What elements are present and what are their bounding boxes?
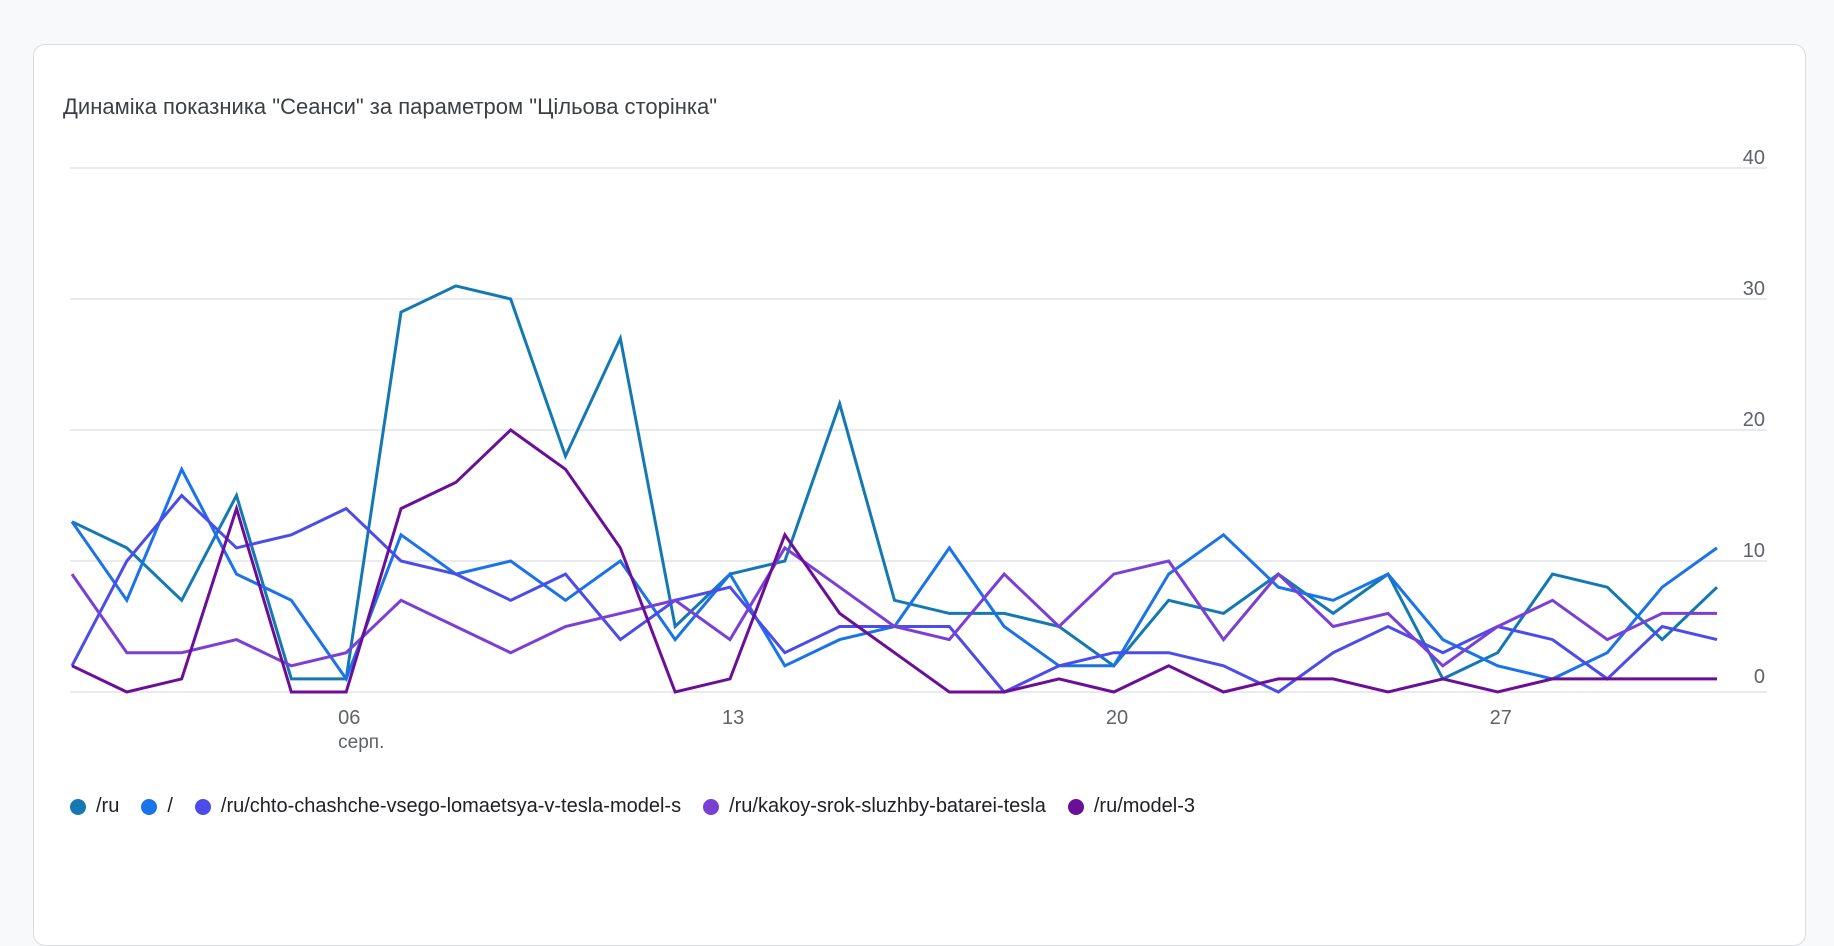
series-line-0 — [71, 284, 1719, 681]
legend-dot-icon — [194, 798, 211, 815]
x-tick-label: 27 — [1490, 707, 1512, 729]
x-tick-sublabel: серп. — [338, 732, 384, 753]
legend-label: /ru — [96, 795, 120, 817]
y-tick-label: 10 — [1743, 540, 1765, 562]
y-tick-label: 30 — [1743, 278, 1765, 300]
line-chart: 0 10 20 30 40 06 серп. 13 20 27 — [70, 147, 1767, 753]
legend-dot-icon — [70, 798, 86, 815]
x-tick-label: 06 — [338, 707, 360, 729]
y-tick-label: 20 — [1743, 409, 1765, 431]
legend-dot-icon — [141, 798, 158, 815]
chart-title: Динаміка показника "Сеанси" за параметро… — [63, 94, 718, 119]
series-line-3 — [70, 545, 1717, 668]
legend-item[interactable]: /ru/kakoy-srok-sluzhby-batarei-tesla — [703, 795, 1046, 818]
legend-item[interactable]: / — [141, 795, 173, 818]
chart-legend: /ru / /ru/chto-chashche-vsego-lomaetsya-v-… — [70, 795, 1195, 818]
legend-dot-icon — [1067, 798, 1084, 815]
legend-item[interactable]: /ru — [70, 795, 119, 818]
legend-item[interactable]: /ru/chto-chashche-vsego-lomaetsya-v-tesl… — [194, 795, 682, 818]
y-tick-label: 40 — [1743, 147, 1765, 169]
x-tick-label: 13 — [722, 707, 744, 729]
legend-item[interactable]: /ru/model-3 — [1067, 795, 1196, 818]
series-line-2 — [70, 493, 1718, 694]
legend-dot-icon — [703, 798, 720, 815]
legend-label: /ru/kakoy-srok-sluzhby-batarei-tesla — [729, 795, 1046, 817]
legend-label: /ru/chto-chashche-vsego-lomaetsya-v-tesl… — [220, 795, 682, 817]
chart-card — [33, 44, 1806, 946]
series-line-4 — [71, 428, 1717, 694]
legend-label: /ru/model-3 — [1093, 795, 1196, 817]
legend-label: / — [167, 795, 173, 817]
y-tick-label: 0 — [1754, 666, 1765, 688]
x-tick-label: 20 — [1106, 707, 1128, 729]
